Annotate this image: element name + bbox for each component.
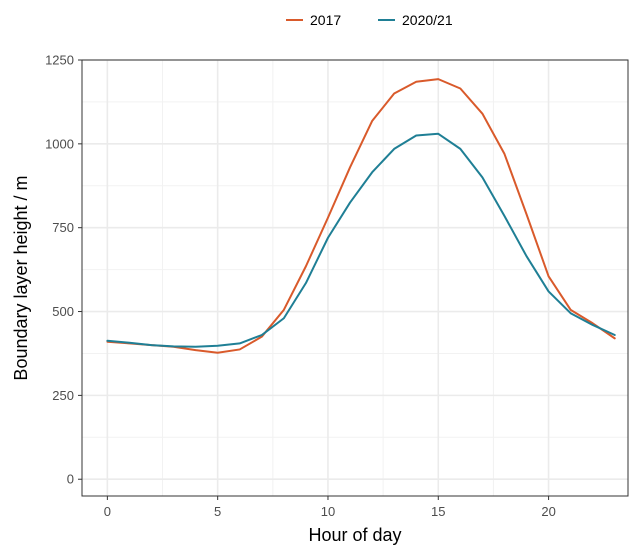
legend-label: 2017	[310, 12, 341, 28]
y-tick-label: 250	[52, 388, 74, 403]
x-tick-label: 15	[431, 504, 445, 519]
series-line-2020-21	[106, 132, 616, 348]
x-tick-label: 10	[321, 504, 335, 519]
y-tick-label: 750	[52, 220, 74, 235]
y-tick-label: 1000	[45, 136, 74, 151]
y-axis-title: Boundary layer height / m	[11, 175, 31, 380]
legend: 2017 2020/21	[286, 12, 453, 28]
series-line-2017	[106, 78, 616, 354]
y-tick-label: 500	[52, 304, 74, 319]
axes: 0 5 10 15 20 0 250 500 750 1000 1250	[45, 53, 629, 519]
grid	[82, 59, 628, 496]
series-lines	[106, 78, 616, 354]
x-tick-label: 20	[541, 504, 555, 519]
legend-label: 2020/21	[402, 12, 453, 28]
x-tick-label: 0	[104, 504, 111, 519]
panel-border	[81, 59, 629, 497]
y-tick-label: 1250	[45, 53, 74, 68]
y-tick-label: 0	[67, 472, 74, 487]
x-axis-title: Hour of day	[308, 525, 401, 545]
x-tick-label: 5	[214, 504, 221, 519]
